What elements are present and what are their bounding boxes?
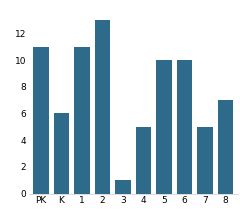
Bar (177, 60, 192, 194)
Bar (54, 114, 69, 194)
Bar (115, 180, 131, 194)
Bar (95, 20, 110, 194)
Bar (74, 47, 90, 194)
Bar (218, 100, 233, 194)
Bar (156, 60, 172, 194)
Bar (33, 47, 49, 194)
Bar (197, 127, 213, 194)
Bar (136, 127, 151, 194)
